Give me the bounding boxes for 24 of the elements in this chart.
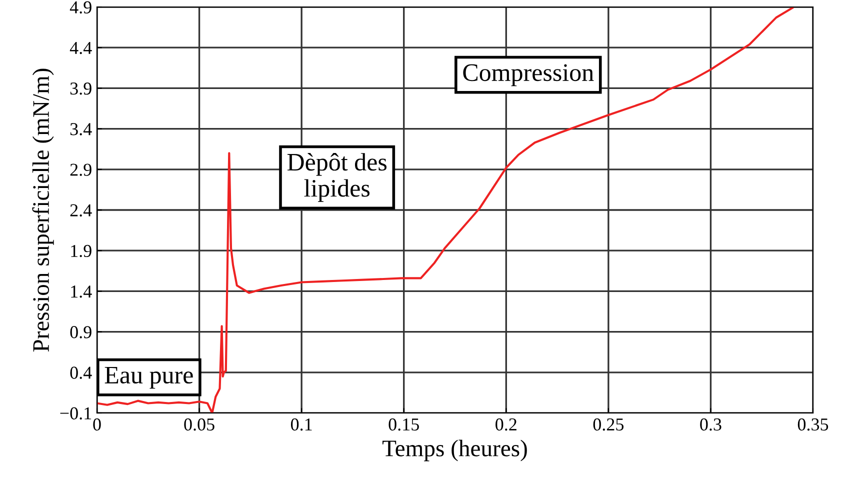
y-tick-label: 1.4 [71,286,92,298]
y-tick-label: 4.4 [70,42,92,54]
y-tick-label: 2.4 [70,204,92,217]
annotation: Dèpôt des lipides [287,153,387,202]
y-tick-label: 0.4 [70,366,92,379]
x-tick-label: 0.2 [496,418,516,431]
y-tick-label: 4.9 [70,1,92,14]
y-tick-label: 0.9 [70,326,92,338]
y-axis-title: Pression superficielle (mN/m) [32,68,54,352]
y-tick-label: −0.1 [60,407,92,420]
x-tick-label: 0 [93,418,101,431]
annotation: Eau pure [104,366,193,389]
annotation: Compression [463,64,594,86]
x-tick-label: 0.15 [388,418,419,431]
x-tick-label: 0.1 [290,418,312,431]
x-tick-label: 0.05 [184,418,214,431]
x-tick-label: 0.3 [700,418,722,431]
y-tick-label: 3.9 [70,82,92,95]
x-tick-label: 0.35 [798,418,828,431]
y-tick-label: 2.9 [70,164,92,176]
x-tick-label: 0.25 [593,418,624,431]
x-axis-title: Temps (heures) [382,440,527,462]
y-tick-label: 1.9 [71,244,92,258]
y-tick-label: 3.4 [70,123,92,136]
